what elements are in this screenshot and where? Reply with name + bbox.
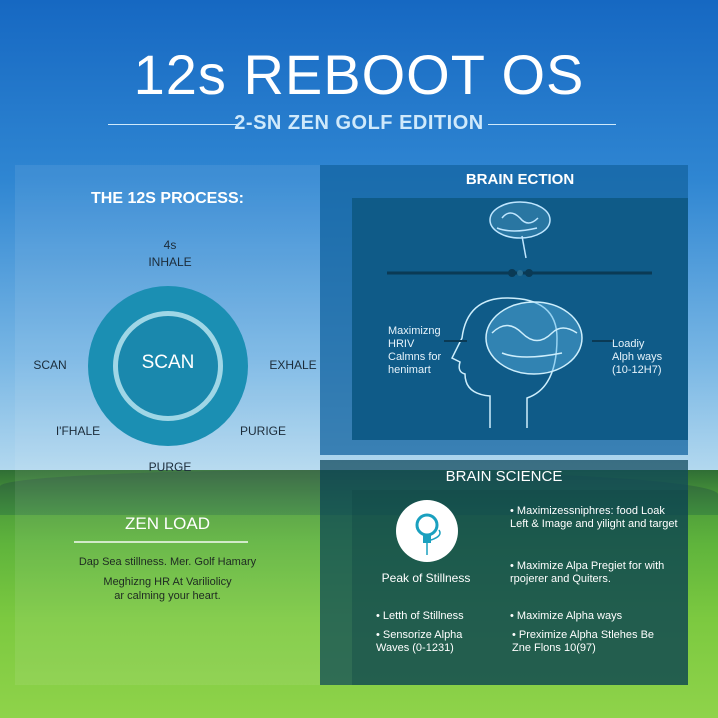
process-title: THE 12S PROCESS: — [91, 190, 244, 207]
brain-section-title: BRAIN ECTION — [465, 171, 575, 188]
zen-load-text: Meghizng HR At Variliolicy — [103, 576, 232, 588]
lightbulb-brain-icon — [396, 500, 458, 562]
process-ring-inner — [113, 311, 223, 421]
zen-load-text: ar calming your heart. — [114, 590, 221, 602]
brain-right-text: Loadiy Alph ways (10-12H7) — [612, 338, 663, 376]
bullet-item: Letth of Stillness — [376, 610, 496, 623]
bullet-item: Maximize Alpha ways — [510, 610, 680, 623]
step-purige: PURIGE — [239, 424, 286, 438]
brain-icon — [489, 201, 551, 259]
bullet-item: Sensorize Alpha Waves (0-1231) — [376, 629, 486, 655]
step-scan: SCAN — [33, 358, 67, 372]
head-brain-icon — [450, 297, 583, 428]
zen-load-title: ZEN LOAD — [124, 514, 211, 533]
bullet-item: Maximizessniphres: food Loak Left & Imag… — [510, 505, 680, 531]
divider — [488, 124, 616, 125]
step-ifhale: I'FHALE — [55, 424, 101, 438]
brain-illustration — [387, 201, 652, 428]
zen-load-text: Dap Sea stillness. Mer. Golf Hamary — [78, 556, 257, 568]
divider — [74, 541, 248, 543]
bullet-item: Maximize Alpa Pregiet for with rpojerer … — [510, 560, 680, 586]
step-inhale: INHALE — [148, 255, 192, 269]
step-purge: PURGE — [148, 460, 192, 474]
page-title: 12s REBOOT OS — [133, 43, 585, 106]
process-center-label: SCAN — [141, 352, 195, 373]
step-time: 4s — [163, 238, 177, 252]
step-exhale: EXHALE — [269, 358, 317, 372]
bullet-item: Preximize Alpha Stlehes Be Zne Flons 10(… — [512, 629, 662, 655]
divider — [108, 124, 238, 125]
brain-science-title: BRAIN SCIENCE — [445, 468, 563, 485]
page-subtitle: 2-SN ZEN GOLF EDITION — [234, 112, 484, 134]
peak-of-stillness-label: Peak of Stillness — [381, 571, 471, 585]
brain-left-text: Maximizng HRIV Calmns for henimart — [388, 325, 442, 376]
